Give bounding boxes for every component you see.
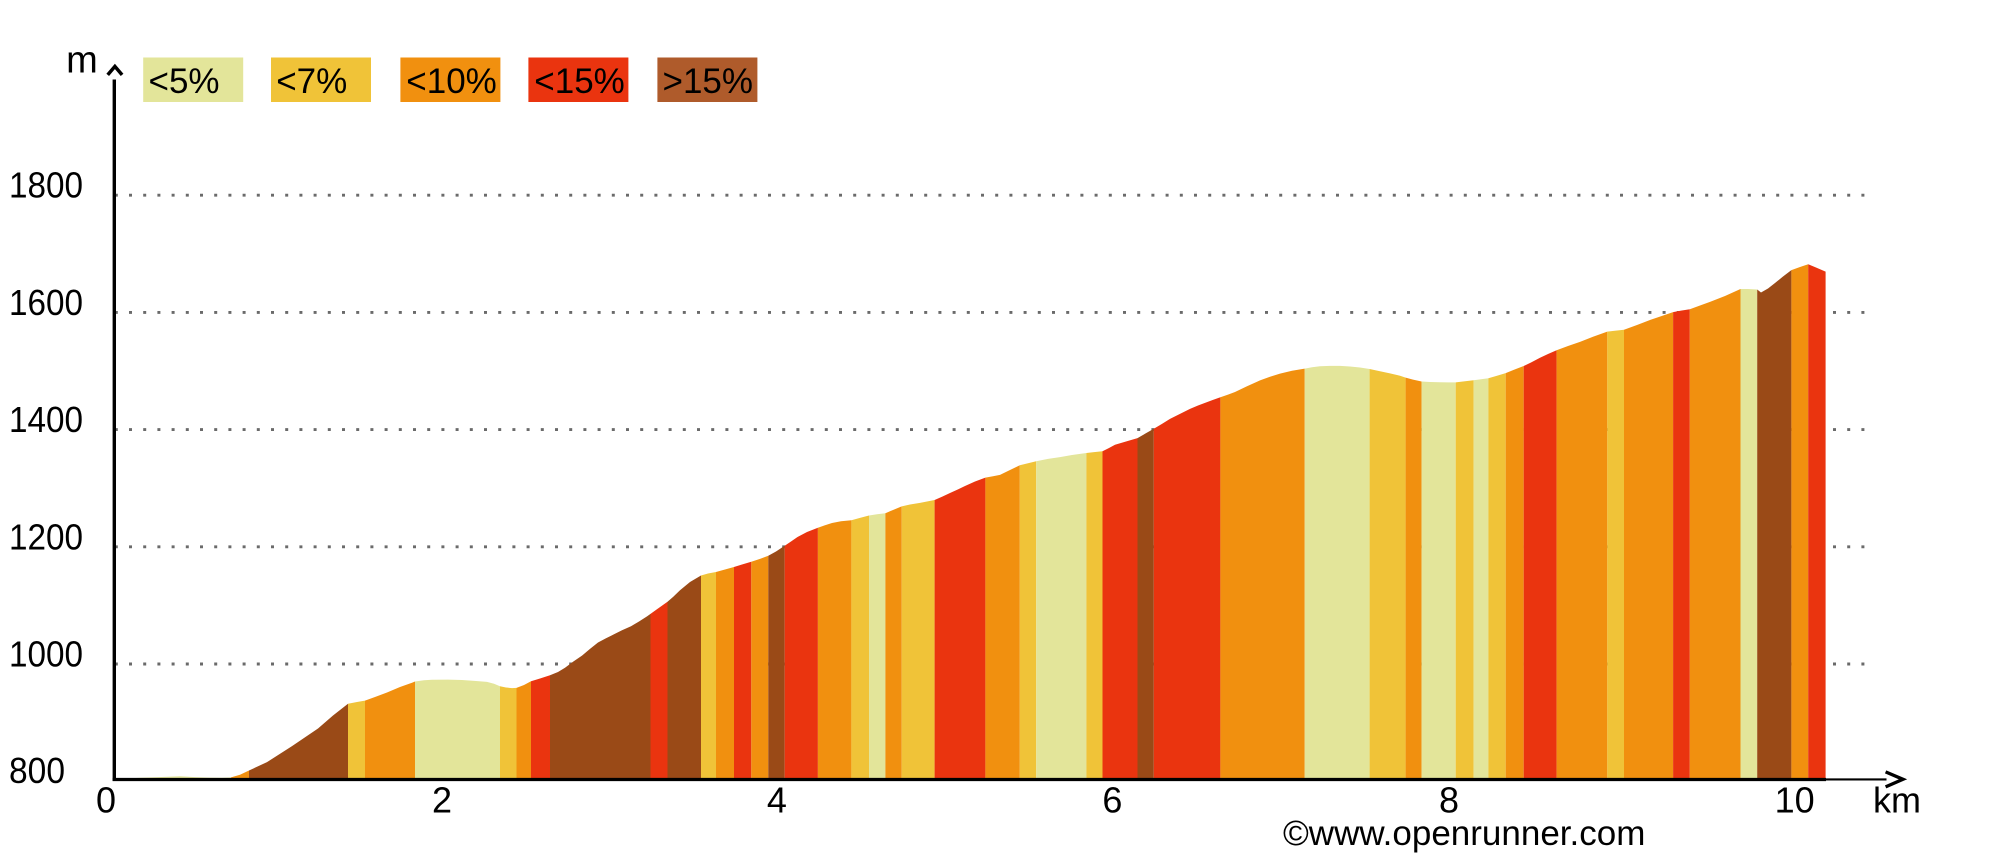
svg-text:1400: 1400: [9, 399, 83, 440]
svg-text:<15%: <15%: [534, 62, 625, 101]
svg-text:km: km: [1873, 779, 1921, 820]
svg-text:1000: 1000: [9, 634, 83, 675]
svg-text:4: 4: [767, 779, 787, 820]
svg-text:8: 8: [1439, 779, 1459, 820]
svg-text:1200: 1200: [9, 516, 83, 557]
svg-text:0: 0: [96, 779, 116, 820]
svg-text:2: 2: [432, 779, 452, 820]
svg-text:>15%: >15%: [663, 62, 754, 101]
svg-text:<5%: <5%: [149, 62, 220, 101]
svg-text:1800: 1800: [9, 165, 83, 206]
svg-text:<10%: <10%: [406, 62, 497, 101]
svg-text:m: m: [66, 40, 98, 82]
svg-text:©www.openrunner.com: ©www.openrunner.com: [1283, 814, 1645, 853]
svg-text:800: 800: [9, 750, 65, 791]
svg-text:6: 6: [1102, 779, 1122, 820]
svg-text:10: 10: [1775, 779, 1815, 820]
svg-text:<7%: <7%: [276, 62, 347, 101]
svg-text:1600: 1600: [9, 282, 83, 323]
